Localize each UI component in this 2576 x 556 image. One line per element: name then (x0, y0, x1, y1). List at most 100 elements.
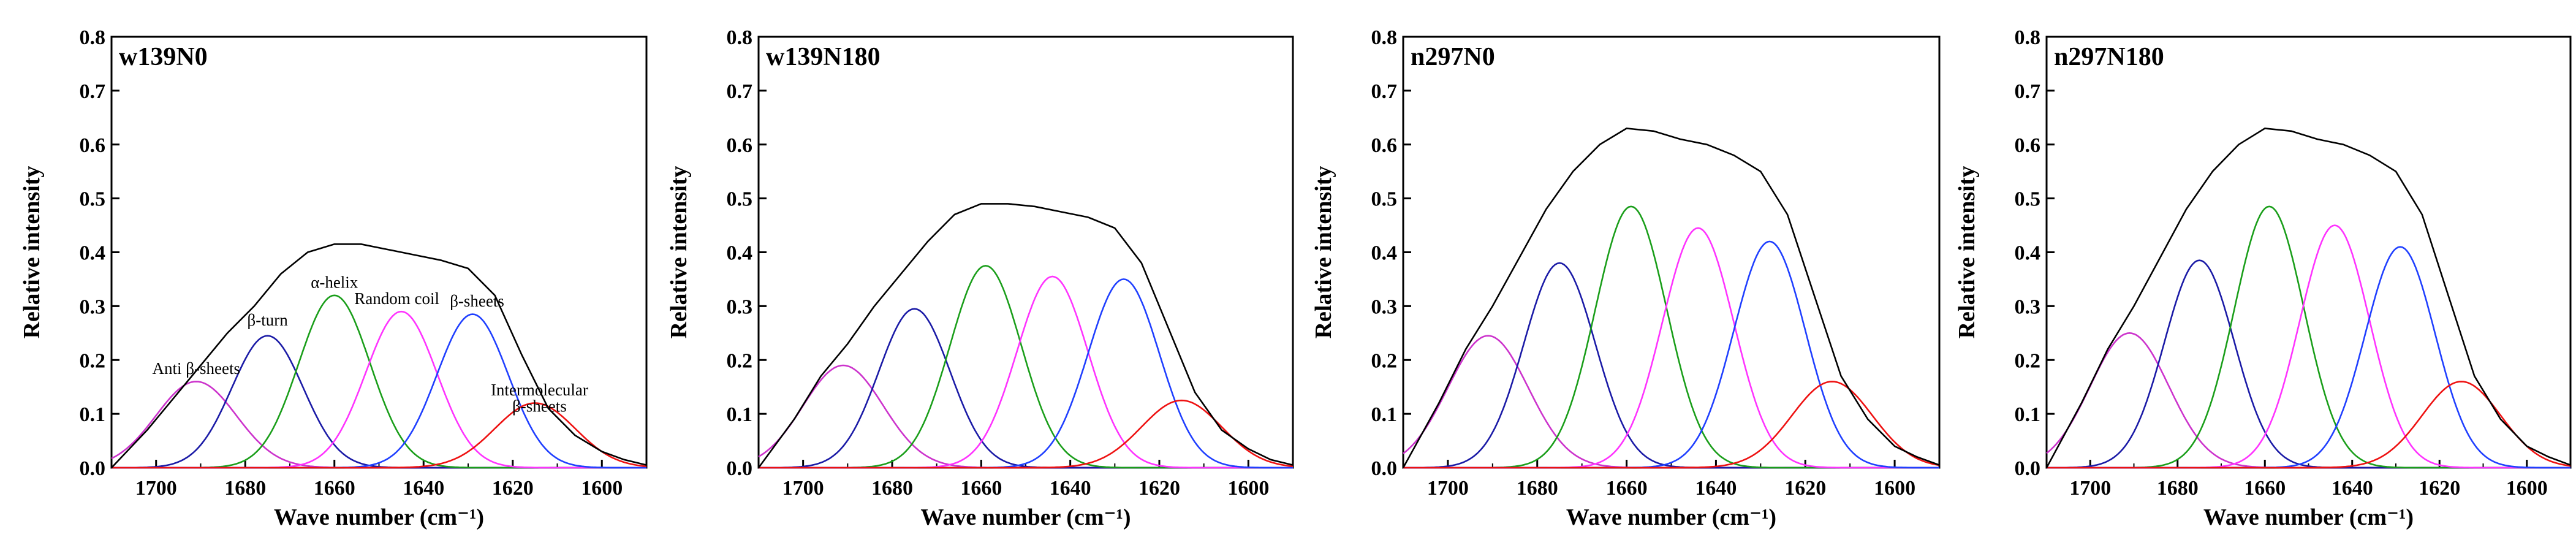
y-tick-label: 0.7 (2015, 80, 2041, 103)
peak-annotation: Random coil (354, 289, 439, 308)
x-tick-label: 1660 (960, 477, 1002, 500)
x-axis-title: Wave number (cm⁻¹) (1566, 505, 1776, 530)
x-tick-label: 1660 (2244, 477, 2286, 500)
x-tick-label: 1620 (492, 477, 534, 500)
peak-annotation: β-sheets (512, 397, 567, 416)
x-tick-label: 1600 (1227, 477, 1269, 500)
y-tick-label: 0.2 (2015, 349, 2041, 372)
y-axis-title: Relative intensity (666, 166, 692, 339)
y-tick-label: 0.8 (727, 26, 753, 49)
plot-frame (1402, 36, 1941, 469)
x-tick-label: 1640 (403, 477, 444, 500)
y-tick-label: 0.2 (727, 349, 753, 372)
component-curve-4 (2047, 224, 2570, 469)
y-axis-title: Relative intensity (1954, 166, 1980, 339)
y-tick-label: 0.6 (1371, 134, 1398, 157)
envelope-curve (1402, 128, 1940, 468)
y-tick-label: 0.5 (80, 188, 106, 211)
y-tick-label: 0.1 (1371, 403, 1398, 426)
y-tick-label: 0.6 (727, 134, 753, 157)
x-axis-title: Wave number (cm⁻¹) (920, 505, 1131, 530)
y-tick-label: 0.8 (1371, 26, 1398, 49)
y-tick-label: 0.6 (2015, 134, 2041, 157)
panel-title: w139N0 (119, 43, 208, 71)
x-tick-label: 1620 (2419, 477, 2460, 500)
x-tick-label: 1620 (1784, 477, 1826, 500)
y-tick-label: 0.0 (80, 457, 106, 480)
x-axis-title: Wave number (cm⁻¹) (274, 505, 484, 530)
y-tick-label: 0.0 (727, 457, 753, 480)
peak-annotation: Anti β-sheets (152, 359, 240, 378)
x-tick-label: 1600 (2506, 477, 2548, 500)
x-tick-label: 1700 (135, 477, 177, 500)
plot-frame (757, 36, 1294, 469)
y-tick-label: 0.4 (80, 242, 106, 265)
x-tick-label: 1620 (1138, 477, 1180, 500)
component-curve-6 (112, 402, 647, 469)
component-curve-6 (2047, 381, 2571, 469)
x-tick-label: 1680 (871, 477, 913, 500)
x-tick-label: 1660 (1606, 477, 1648, 500)
y-tick-label: 0.3 (2015, 295, 2041, 318)
component-curve-5 (1403, 240, 1939, 469)
y-tick-label: 0.5 (2015, 188, 2041, 211)
y-tick-label: 0.6 (80, 134, 106, 157)
y-tick-label: 0.0 (2015, 457, 2041, 480)
y-tick-label: 0.1 (80, 403, 106, 426)
y-tick-label: 0.7 (80, 80, 106, 103)
y-tick-label: 0.2 (1371, 349, 1398, 372)
component-curve-5 (2047, 246, 2570, 469)
x-tick-label: 1600 (1874, 477, 1915, 500)
component-curve-2 (759, 308, 1293, 469)
x-tick-label: 1700 (782, 477, 824, 500)
x-tick-label: 1700 (2069, 477, 2111, 500)
x-tick-label: 1680 (2157, 477, 2199, 500)
component-curve-1 (2046, 332, 2570, 469)
component-curve-5 (759, 278, 1293, 469)
component-curve-4 (759, 275, 1293, 469)
component-curve-6 (759, 399, 1294, 469)
panel-title: n297N180 (2054, 43, 2164, 71)
y-tick-label: 0.8 (2015, 26, 2041, 49)
envelope-curve (2045, 128, 2571, 468)
x-tick-label: 1600 (581, 477, 623, 500)
y-tick-label: 0.1 (2015, 403, 2041, 426)
peak-annotation: α-helix (311, 273, 358, 291)
panel-title: n297N0 (1411, 43, 1495, 71)
component-curve-3 (2047, 205, 2570, 469)
y-tick-label: 0.5 (727, 188, 753, 211)
x-tick-label: 1640 (1050, 477, 1091, 500)
y-tick-label: 0.1 (727, 403, 753, 426)
peak-annotation: Intermolecular (491, 381, 588, 399)
envelope-curve (757, 203, 1294, 468)
peak-annotation: β-turn (248, 311, 289, 329)
y-tick-label: 0.4 (727, 242, 753, 265)
y-tick-label: 0.3 (80, 295, 106, 318)
y-tick-label: 0.2 (80, 349, 106, 372)
y-tick-label: 0.0 (1371, 457, 1398, 480)
x-axis-title: Wave number (cm⁻¹) (2203, 505, 2414, 530)
y-tick-label: 0.4 (2015, 242, 2041, 265)
x-tick-label: 1660 (314, 477, 355, 500)
component-curve-6 (1403, 381, 1940, 469)
chart-panel-2: 0.0 0.1 0.2 0.3 0.4 0.5 0.6 0.7 0.8 1700 1680 1660 1… (666, 26, 1294, 530)
component-curve-4 (1403, 227, 1939, 469)
panel-title: w139N180 (766, 43, 881, 71)
x-tick-label: 1680 (1517, 477, 1558, 500)
y-axis-title: Relative intensity (1311, 166, 1336, 339)
y-tick-label: 0.3 (1371, 295, 1398, 318)
x-tick-label: 1680 (224, 477, 266, 500)
x-tick-label: 1640 (1695, 477, 1737, 500)
y-tick-label: 0.8 (80, 26, 106, 49)
chart-panel-1: 0.0 0.1 0.2 0.3 0.4 0.5 0.6 0.7 0.8 1700 1680 1660 1… (19, 26, 648, 530)
y-tick-label: 0.5 (1371, 188, 1398, 211)
chart-panel-3: 0.0 0.1 0.2 0.3 0.4 0.5 0.6 0.7 0.8 1700 1680 1660 1… (1311, 26, 1941, 530)
component-curve-2 (1403, 262, 1939, 469)
y-tick-label: 0.4 (1371, 242, 1398, 265)
peak-annotation: β-sheets (450, 292, 504, 310)
y-tick-label: 0.7 (1371, 80, 1398, 103)
y-axis-title: Relative intensity (19, 166, 45, 339)
x-tick-label: 1640 (2332, 477, 2373, 500)
chart-panel-4: 0.0 0.1 0.2 0.3 0.4 0.5 0.6 0.7 0.8 1700 1680 1660 1… (1954, 26, 2572, 530)
